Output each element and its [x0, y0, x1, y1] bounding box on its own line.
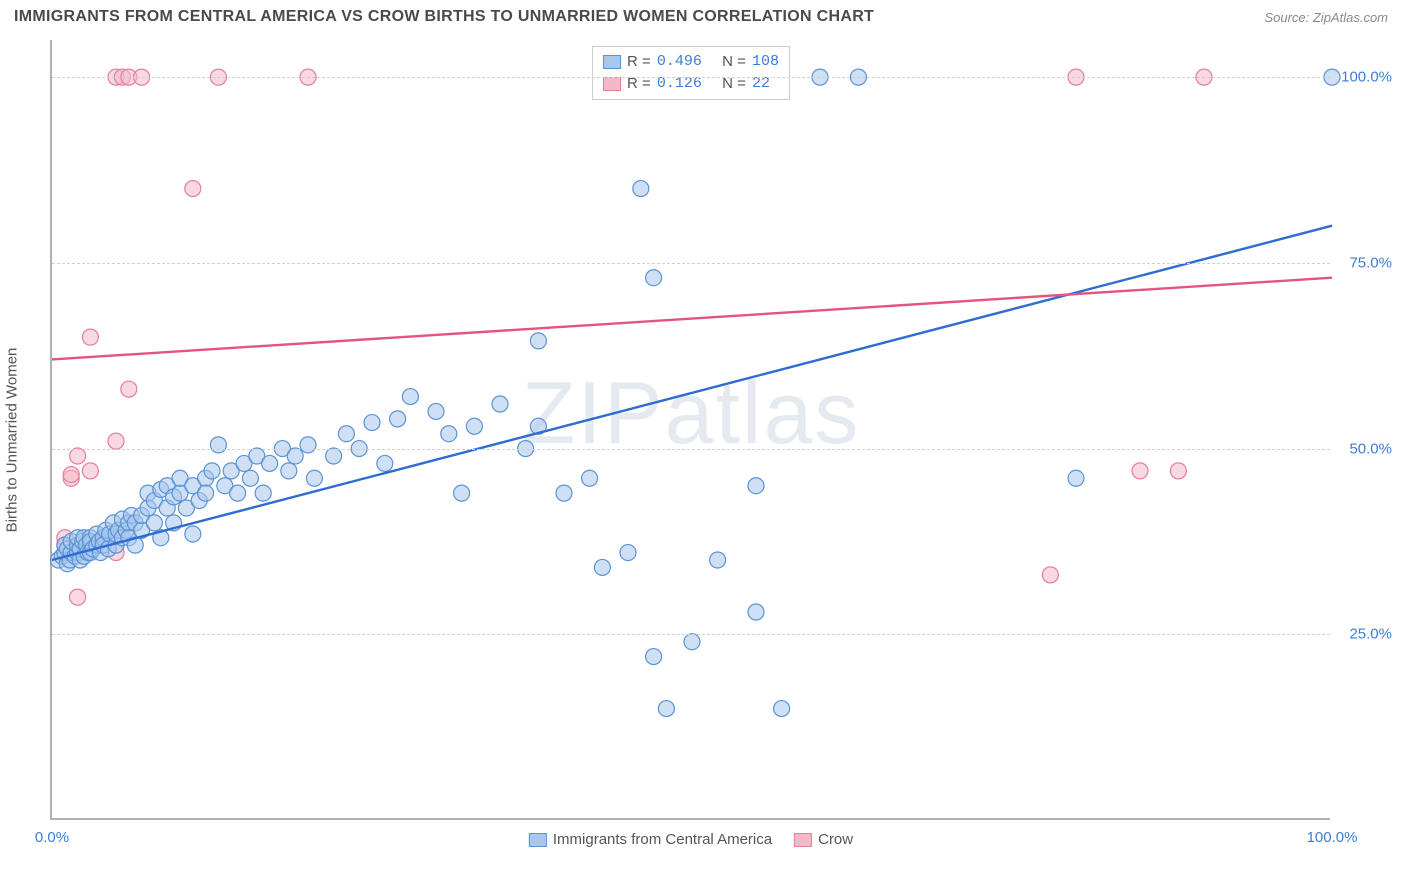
- scatter-point: [185, 181, 201, 197]
- scatter-point: [204, 463, 220, 479]
- scatter-point: [556, 485, 572, 501]
- scatter-point: [620, 545, 636, 561]
- title-bar: IMMIGRANTS FROM CENTRAL AMERICA VS CROW …: [0, 0, 1406, 30]
- scatter-point: [1170, 463, 1186, 479]
- scatter-point: [338, 426, 354, 442]
- scatter-point: [441, 426, 457, 442]
- plot-area: ZIPatlas R = 0.496 N = 108 R = 0.126 N =…: [50, 40, 1330, 820]
- legend-correlation: R = 0.496 N = 108 R = 0.126 N = 22: [592, 46, 790, 100]
- scatter-point: [146, 515, 162, 531]
- scatter-point: [70, 589, 86, 605]
- scatter-point: [390, 411, 406, 427]
- scatter-point: [70, 448, 86, 464]
- scatter-point: [748, 478, 764, 494]
- trend-line: [52, 226, 1332, 560]
- scatter-point: [1132, 463, 1148, 479]
- scatter-point: [402, 389, 418, 405]
- scatter-point: [326, 448, 342, 464]
- y-tick-label: 50.0%: [1337, 440, 1392, 457]
- legend-n-label: N =: [722, 51, 746, 73]
- legend-label-0: Immigrants from Central America: [553, 831, 772, 848]
- scatter-point: [210, 437, 226, 453]
- x-tick-label: 0.0%: [35, 829, 69, 846]
- legend-item-0: Immigrants from Central America: [529, 831, 772, 848]
- scatter-point: [428, 403, 444, 419]
- scatter-point: [230, 485, 246, 501]
- chart-container: Births to Unmarried Women ZIPatlas R = 0…: [50, 40, 1390, 840]
- gridline: [52, 634, 1330, 635]
- y-tick-label: 100.0%: [1337, 69, 1392, 86]
- scatter-point: [748, 604, 764, 620]
- legend-label-1: Crow: [818, 831, 853, 848]
- gridline: [52, 449, 1330, 450]
- scatter-point: [281, 463, 297, 479]
- scatter-point: [1042, 567, 1058, 583]
- chart-title: IMMIGRANTS FROM CENTRAL AMERICA VS CROW …: [14, 8, 874, 26]
- scatter-point: [454, 485, 470, 501]
- legend-swatch-0: [603, 55, 621, 69]
- scatter-point: [466, 418, 482, 434]
- legend-swatch-1: [603, 77, 621, 91]
- source-attribution: Source: ZipAtlas.com: [1264, 10, 1388, 25]
- gridline: [52, 263, 1330, 264]
- legend-swatch-icon: [529, 833, 547, 847]
- scatter-point: [185, 526, 201, 542]
- scatter-point: [300, 437, 316, 453]
- scatter-point: [774, 701, 790, 717]
- scatter-point: [63, 467, 79, 483]
- gridline: [52, 77, 1330, 78]
- scatter-point: [262, 455, 278, 471]
- scatter-point: [582, 470, 598, 486]
- scatter-point: [255, 485, 271, 501]
- scatter-point: [684, 634, 700, 650]
- legend-item-1: Crow: [794, 831, 853, 848]
- y-axis-label: Births to Unmarried Women: [4, 348, 21, 533]
- scatter-point: [594, 559, 610, 575]
- scatter-point: [306, 470, 322, 486]
- scatter-point: [646, 649, 662, 665]
- scatter-point: [646, 270, 662, 286]
- scatter-point: [287, 448, 303, 464]
- scatter-point: [377, 455, 393, 471]
- scatter-point: [108, 433, 124, 449]
- legend-r-label: R =: [627, 51, 651, 73]
- scatter-point: [242, 470, 258, 486]
- y-tick-label: 25.0%: [1337, 626, 1392, 643]
- scatter-point: [82, 463, 98, 479]
- scatter-point: [710, 552, 726, 568]
- legend-n-value-0: 108: [752, 51, 779, 73]
- scatter-point: [82, 329, 98, 345]
- scatter-point: [121, 381, 137, 397]
- scatter-point: [658, 701, 674, 717]
- legend-swatch-icon: [794, 833, 812, 847]
- scatter-plot-svg: [52, 40, 1332, 820]
- legend-row-series-0: R = 0.496 N = 108: [603, 51, 779, 73]
- scatter-point: [1068, 470, 1084, 486]
- scatter-point: [198, 485, 214, 501]
- x-tick-label: 100.0%: [1307, 829, 1358, 846]
- trend-line: [52, 278, 1332, 360]
- scatter-point: [530, 333, 546, 349]
- legend-series: Immigrants from Central America Crow: [529, 831, 853, 848]
- scatter-point: [364, 415, 380, 431]
- y-tick-label: 75.0%: [1337, 254, 1392, 271]
- scatter-point: [492, 396, 508, 412]
- scatter-point: [633, 181, 649, 197]
- legend-r-value-0: 0.496: [657, 51, 702, 73]
